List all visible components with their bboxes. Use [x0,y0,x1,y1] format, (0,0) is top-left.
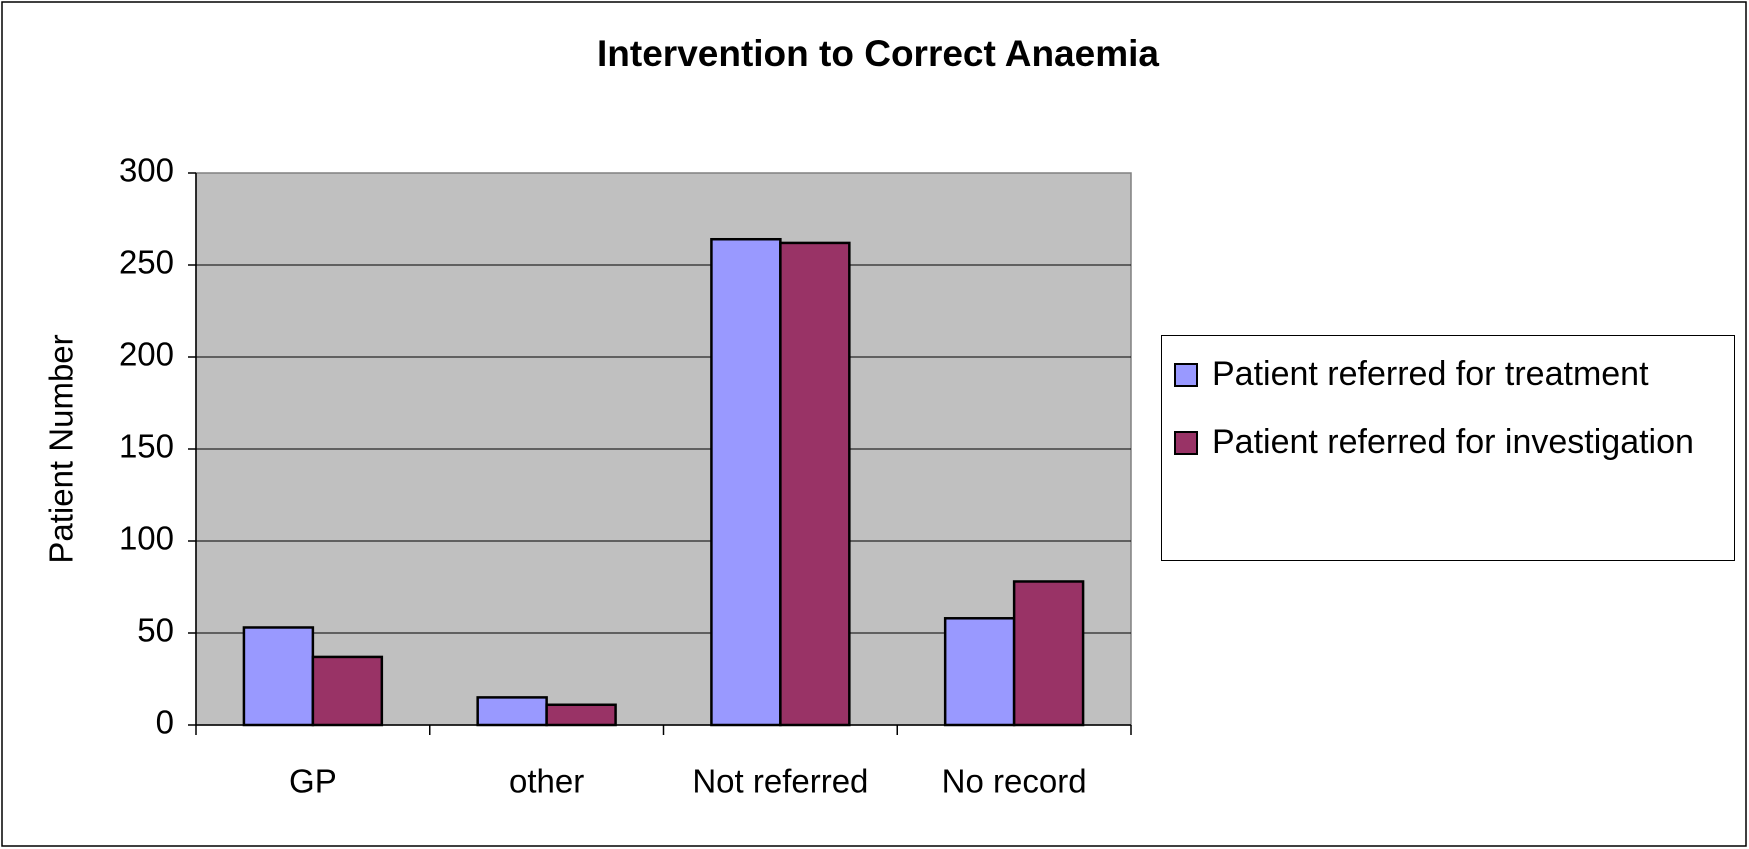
legend-swatch [1174,431,1198,455]
x-tick-label: No record [942,763,1087,800]
legend: Patient referred for treatment Patient re… [1161,335,1735,561]
y-tick-label: 250 [119,244,174,281]
y-tick-label: 0 [156,704,174,741]
y-tick-label: 300 [119,152,174,189]
y-tick-label: 200 [119,336,174,373]
y-tick-label: 150 [119,428,174,465]
x-tick-label: GP [289,763,337,800]
chart-title: Intervention to Correct Anaemia [597,33,1159,74]
bar [779,241,851,727]
bar [311,655,384,727]
bar [943,617,1016,727]
bar [1012,580,1085,727]
y-tick-label: 50 [137,612,174,649]
y-tick-label: 100 [119,520,174,557]
bar [545,703,617,727]
legend-swatch [1174,363,1198,387]
legend-item: Patient referred for investigation [1174,418,1724,466]
y-axis-label: Patient Number [43,334,80,563]
legend-item: Patient referred for treatment [1174,350,1724,398]
bar [710,237,782,727]
x-tick-label: other [509,763,584,800]
x-tick-label: Not referred [692,763,868,800]
bar [476,696,548,727]
legend-label: Patient referred for investigation [1212,423,1694,461]
bar [242,626,315,727]
legend-label: Patient referred for treatment [1212,355,1649,393]
